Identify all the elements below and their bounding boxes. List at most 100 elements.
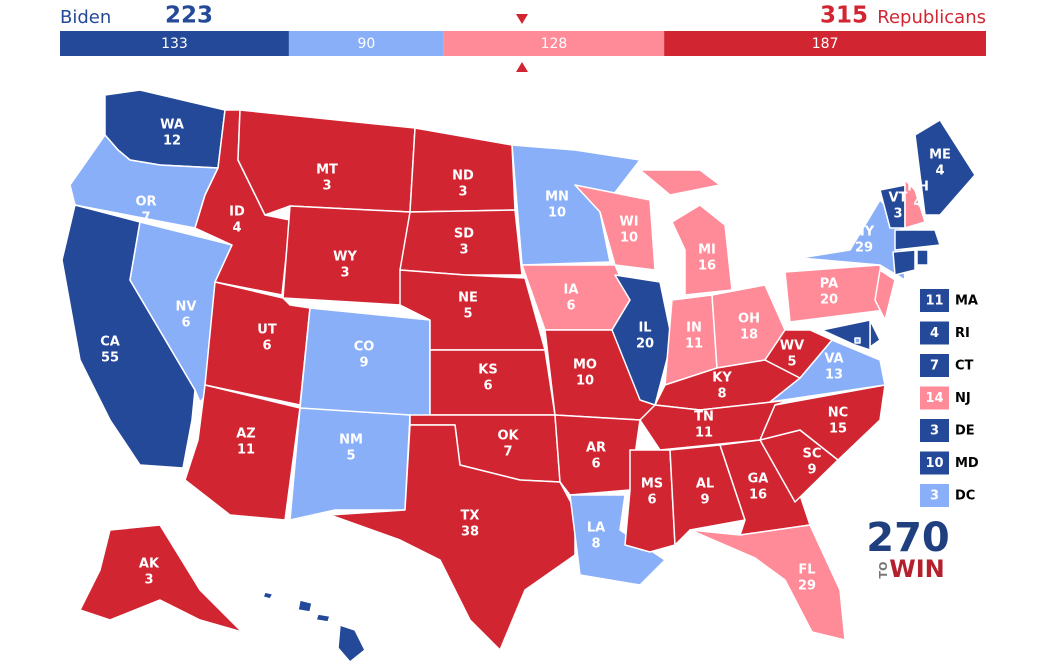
small-state-abbr: DC [955, 489, 975, 504]
state-shape[interactable] [892, 249, 916, 276]
state-abbr: FL [798, 563, 815, 578]
state-abbr: ID [229, 205, 245, 220]
small-state-votes: 3 [930, 424, 939, 439]
small-state-box[interactable] [920, 321, 949, 345]
state-shape[interactable] [574, 184, 656, 271]
state-votes: 55 [101, 351, 119, 366]
state-votes: 6 [181, 316, 190, 331]
state-shape[interactable] [669, 444, 746, 546]
state-shape[interactable] [769, 339, 886, 403]
state-shape[interactable] [854, 337, 861, 344]
state-shape[interactable] [671, 204, 733, 296]
bar-segment [664, 31, 986, 56]
state-shape[interactable] [315, 613, 331, 623]
state-shape[interactable] [611, 274, 673, 406]
left-total: 223 [165, 3, 213, 29]
state-abbr: CO [354, 340, 375, 355]
state-shape[interactable] [689, 524, 846, 641]
state-shape[interactable] [262, 591, 274, 600]
small-state-list: 11 MA 4 RI 7 CT 14 NJ 3 DE 10 MD 3 DC [920, 289, 979, 507]
state-abbr: VA [824, 352, 843, 367]
state-votes: 10 [548, 206, 566, 221]
state-abbr: NY [854, 225, 875, 240]
state-abbr: MT [316, 163, 338, 178]
state-abbr: NC [828, 406, 848, 421]
logo-number[interactable]: 270 [866, 515, 950, 561]
state-shape[interactable] [894, 229, 941, 251]
state-shape[interactable] [639, 169, 721, 196]
state-abbr: SC [803, 447, 822, 462]
small-state-box[interactable] [920, 289, 949, 312]
state-abbr: WV [780, 339, 804, 354]
state-votes: 4 [232, 221, 241, 236]
bar-segment-label: 128 [541, 36, 568, 52]
state-shape[interactable] [521, 264, 631, 331]
state-votes: 3 [458, 185, 467, 200]
state-shape[interactable] [764, 329, 833, 379]
state-votes: 15 [829, 422, 847, 437]
state-votes: 16 [749, 488, 767, 503]
state-votes: 6 [591, 457, 600, 472]
state-votes: 6 [262, 339, 271, 354]
state-votes: 11 [237, 443, 255, 458]
state-shape[interactable] [297, 599, 313, 613]
small-state-box[interactable] [920, 484, 949, 507]
state-shape[interactable] [554, 414, 641, 496]
state-shape[interactable] [914, 119, 976, 216]
state-votes: 7 [503, 445, 512, 460]
state-abbr: AR [586, 441, 606, 456]
small-state-box[interactable] [920, 386, 949, 410]
state-abbr: WA [160, 118, 184, 133]
state-votes: 8 [717, 387, 726, 402]
state-abbr: IL [638, 321, 651, 336]
state-votes: 10 [576, 374, 594, 389]
state-abbr: MI [698, 243, 716, 258]
bar-segment [60, 31, 289, 56]
state-abbr: TX [461, 509, 480, 524]
state-shape[interactable] [639, 399, 791, 451]
state-shape[interactable] [337, 624, 366, 663]
state-votes: 3 [459, 243, 468, 258]
state-abbr: CA [100, 335, 120, 350]
state-shape[interactable] [869, 319, 881, 348]
small-state-box[interactable] [920, 451, 949, 475]
left-label: Biden [60, 7, 111, 28]
state-shape[interactable] [569, 494, 666, 586]
state-votes: 5 [346, 449, 355, 464]
state-shape[interactable] [916, 249, 929, 266]
logo-to[interactable]: TO [877, 562, 890, 579]
state-abbr: TN [694, 410, 714, 425]
state-votes: 13 [825, 368, 843, 383]
state-shape[interactable] [904, 179, 926, 229]
state-abbr: VT [889, 191, 908, 206]
state-votes: 5 [463, 307, 472, 322]
state-votes: 6 [647, 493, 656, 508]
state-abbr: WY [333, 250, 357, 265]
state-abbr: NM [339, 433, 363, 448]
small-state-box[interactable] [920, 419, 949, 442]
state-shape[interactable] [874, 269, 896, 321]
state-votes: 12 [163, 134, 181, 149]
state-abbr: MS [641, 477, 663, 492]
state-shape[interactable] [79, 524, 243, 633]
state-shape[interactable] [289, 407, 411, 521]
small-state-box[interactable] [920, 354, 949, 377]
small-state-abbr: MD [955, 456, 979, 471]
state-shape[interactable] [329, 424, 576, 651]
small-state-votes: 4 [930, 326, 939, 341]
state-shape[interactable] [399, 209, 523, 276]
state-abbr: NH [907, 180, 929, 195]
state-shape[interactable] [204, 281, 311, 406]
logo-win[interactable]: WIN [889, 555, 945, 583]
state-votes: 8 [591, 537, 600, 552]
state-votes: 3 [322, 179, 331, 194]
state-abbr: NE [458, 291, 478, 306]
state-abbr: ND [452, 169, 474, 184]
state-abbr: IA [564, 283, 579, 298]
state-shape[interactable] [759, 384, 886, 461]
small-state-abbr: MA [955, 294, 978, 309]
state-votes: 9 [359, 356, 368, 371]
right-total: 315 [820, 3, 868, 29]
